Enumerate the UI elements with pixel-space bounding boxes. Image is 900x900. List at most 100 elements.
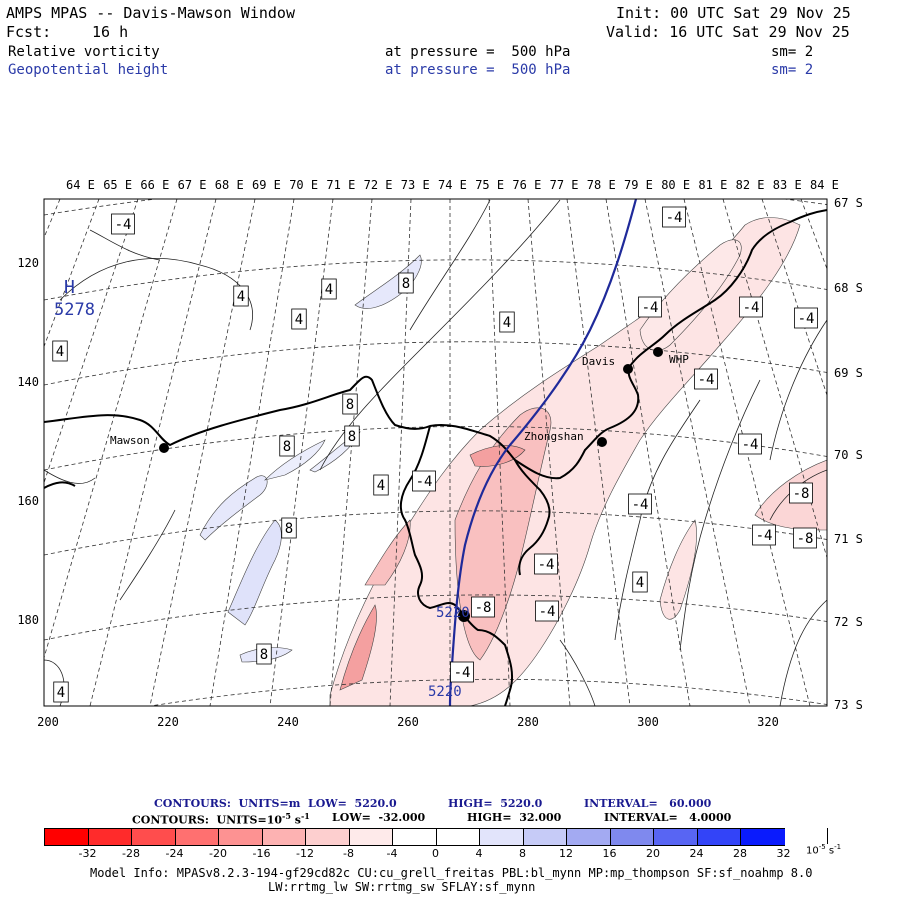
vorticity-label-box: -4 [628,493,652,515]
field2-level: at pressure = 500 hPa [385,62,571,78]
station-dot-davis [623,364,633,374]
y-axis-tick-label: 160 [17,494,39,508]
vorticity-label-box: -4 [534,553,558,575]
colorbar-swatch [653,828,698,846]
colorbar-unit-exp2: -1 [834,843,842,851]
station-dot-mawson [159,443,169,453]
vorticity-contour-high: HIGH= 32.000 [467,811,562,824]
longitude-label: 83 E [773,178,802,192]
colorbar-swatch [479,828,524,846]
vorticity-contour-low: LOW= -32.000 [332,811,426,824]
vorticity-label-text: -4 [539,604,556,620]
vorticity-label-box: 4 [632,571,648,593]
vorticity-label-box: -4 [638,296,662,318]
vorticity-label-box: 4 [321,278,337,300]
colorbar-tick-label: 28 [733,847,747,860]
vorticity-label-text: -4 [698,372,715,388]
y-axis-ticks: 120 140 160 180 [17,256,39,627]
colorbar-tick-label: -12 [296,847,314,860]
vorticity-label-text: -4 [454,665,471,681]
parallels [44,199,827,706]
vorticity-units-base: CONTOURS: UNITS=10 [132,813,283,827]
vorticity-label-text: 4 [636,575,644,591]
field1-smoothing: sm= 2 [771,44,814,60]
vorticity-label-text: 4 [295,312,303,328]
vorticity-contours [44,199,827,706]
longitude-label: 72 E [364,178,393,192]
height-contour-info: CONTOURS: UNITS=m LOW= 5220.0 [154,797,397,810]
station-label-zhongshan: Zhongshan [524,430,584,443]
station-label-whp: WHP [669,353,689,366]
longitude-labels: 64 E 65 E 66 E 67 E 68 E 69 E 70 E 71 E 72 E 73 E… [66,178,839,192]
vorticity-label-text: 4 [57,685,65,701]
field2-name: Geopotential height [8,62,169,78]
high-marker-value: 5278 [54,300,95,320]
colorbar-swatch [174,828,219,846]
y-axis-tick-label: 140 [17,375,39,389]
colorbar-swatch [261,828,306,846]
station-markers [159,347,663,622]
field1-name: Relative vorticity [8,44,160,60]
vorticity-label-box: 8 [398,272,414,294]
vorticity-label-box: 8 [344,425,360,447]
colorbar-tick-label: -24 [165,847,184,860]
vorticity-label-box: -4 [111,213,135,235]
vorticity-label-box: -4 [794,307,818,329]
vorticity-label-text: 8 [346,397,354,413]
longitude-label: 71 E [326,178,355,192]
colorbar-tick-label: 0 [432,847,439,860]
height-label-1: 5220 [436,605,470,621]
colorbar-swatch [218,828,263,846]
vorticity-label-box: 8 [342,393,358,415]
x-axis-tick-label: 300 [637,715,659,729]
vorticity-label-text: 4 [377,478,385,494]
vorticity-label-box: 4 [233,285,249,307]
vorticity-label-box: 8 [256,643,272,665]
x-axis-tick-label: 260 [397,715,419,729]
vorticity-label-text: 4 [56,344,64,360]
longitude-label: 66 E [140,178,169,192]
colorbar-swatch [44,828,89,846]
vorticity-label-box: -4 [450,661,474,683]
vorticity-contour-interval: INTERVAL= 4.0000 [604,811,732,824]
longitude-label: 64 E [66,178,95,192]
vorticity-label-box: 4 [52,340,68,362]
height-contour-high: HIGH= 5220.0 [448,797,543,810]
vorticity-label-box: 4 [373,474,389,496]
longitude-label: 77 E [550,178,579,192]
colorbar-unit-base: 10 [806,845,819,857]
longitude-label: 82 E [736,178,765,192]
x-axis-tick-label: 220 [157,715,179,729]
longitude-label: 80 E [661,178,690,192]
vorticity-label-text: 4 [325,282,333,298]
colorbar-swatch [435,828,480,846]
station-label-davis: Davis [582,355,615,368]
colorbar-tick-label: 12 [559,847,573,860]
vorticity-label-text: 8 [283,439,291,455]
longitude-label: 84 E [810,178,839,192]
longitude-label: 68 E [215,178,244,192]
vorticity-label-text: -4 [115,217,132,233]
longitude-label: 81 E [698,178,727,192]
model-title: AMPS MPAS -- Davis-Mawson Window [6,4,295,22]
colorbar-tick-label: 8 [519,847,526,860]
latitude-label: 69 S [834,366,863,380]
latitude-label: 67 S [834,196,863,210]
forecast-label: Fcst: [6,23,52,41]
vorticity-label-box: 8 [279,435,295,457]
forecast-hour: 16 h [92,23,129,41]
colorbar-swatch [740,828,785,846]
colorbar-tick-label: 32 [776,847,791,860]
latitude-label: 71 S [834,532,863,546]
colorbar-swatch [131,828,176,846]
vorticity-label-box: -8 [471,596,495,618]
colorbar-tick-label: 16 [602,847,617,860]
latitude-label: 68 S [834,281,863,295]
longitude-label: 70 E [289,178,318,192]
vorticity-label-text: -4 [642,300,659,316]
colorbar-swatch [305,828,350,846]
colorbar-unit-exp: -5 [818,843,826,851]
vorticity-label-text: 8 [260,647,268,663]
vorticity-label-box: -8 [793,527,817,549]
